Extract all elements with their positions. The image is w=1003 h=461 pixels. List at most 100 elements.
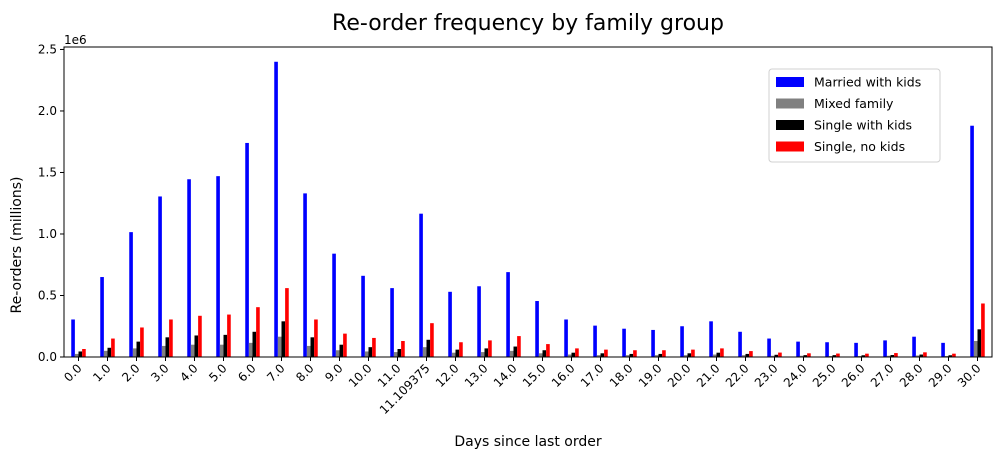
chart-title: Re-order frequency by family group [332,11,724,36]
bar [973,341,978,357]
bar [245,142,249,357]
bar [774,354,779,357]
legend: Married with kids Mixed family Single with… [768,68,941,163]
x-tick-label: 12.0 [433,361,462,390]
bar [803,355,808,357]
bar [343,333,347,357]
bar [100,277,104,357]
bar [223,334,228,357]
bar [658,353,663,357]
bar [393,352,398,357]
bar [78,351,83,357]
bar [372,337,376,357]
bar [836,353,840,357]
bar [397,349,402,357]
bar [604,349,608,357]
bar [256,307,260,357]
bar [567,354,572,357]
bar [912,336,916,357]
bar [480,352,485,357]
bar [825,342,829,357]
bar [915,355,920,357]
bar [219,344,224,357]
bar [74,353,79,357]
bar [169,319,173,357]
legend-label: Single, no kids [814,139,905,154]
bar [310,337,315,357]
x-tick-label: 0.0 [61,361,84,384]
x-axis-label: Days since last order [454,434,601,450]
legend-swatch [776,120,804,130]
bar [281,321,286,357]
bar [952,353,956,357]
x-tick-label: 8.0 [293,361,316,384]
x-tick-label: 15.0 [520,361,549,390]
bar [596,355,601,357]
bar [455,349,460,357]
bar [796,341,800,357]
y-axis-ticks: 0.0 0.5 1.0 1.5 2.0 2.5 [38,42,64,364]
bar [799,355,804,357]
bar [165,337,170,357]
bar [401,341,405,357]
bar [629,353,634,357]
bar [103,350,108,357]
bar [227,314,231,357]
legend-label: Single with kids [814,118,912,133]
bar [161,345,166,357]
bars [71,61,985,358]
x-tick-label: 16.0 [549,361,578,390]
x-tick-label: 21.0 [694,361,723,390]
bar [285,288,289,357]
bar [981,303,985,357]
legend-label: Mixed family [814,96,894,111]
bar [571,352,576,357]
plot-frame [63,46,993,358]
bar [538,353,543,357]
bar [335,350,340,357]
bar [716,352,721,357]
bar [919,354,924,357]
y-tick-label: 2.5 [38,42,57,56]
bar [488,340,492,357]
bar [484,348,489,357]
legend-label: Married with kids [814,75,921,90]
bar [807,353,811,357]
x-tick-label: 29.0 [926,361,955,390]
bar [194,335,199,357]
bar [622,328,626,357]
bar [691,349,695,357]
bar [506,272,510,357]
bar [977,329,982,357]
x-tick-label: 27.0 [868,361,897,390]
y-axis-label: Re-orders (millions) [9,177,25,314]
x-tick-label: 26.0 [839,361,868,390]
bar [426,339,431,357]
bar [314,319,318,357]
bar [861,355,866,357]
bar [712,354,717,357]
bar [252,331,257,357]
bar [564,319,568,357]
bar [832,355,837,357]
bar [129,232,133,357]
bar [767,338,771,357]
bar [941,342,945,357]
bar [600,353,605,357]
x-tick-label: 7.0 [264,361,287,384]
bar [662,350,666,357]
x-tick-label: 14.0 [491,361,520,390]
x-tick-label: 10.0 [346,361,375,390]
x-tick-label: 18.0 [607,361,636,390]
bar [216,176,220,357]
bar [741,355,746,357]
x-tick-label: 3.0 [148,361,171,384]
bar [82,349,86,357]
bar [625,355,630,357]
bar [778,352,782,357]
bar [517,336,521,357]
bar [158,196,162,357]
x-tick-label: 28.0 [897,361,926,390]
x-axis-ticks: 0.0 1.0 2.0 3.0 4.0 5.0 6.0 7.0 8.0 9.0 10.0 11.011… [61,357,984,417]
